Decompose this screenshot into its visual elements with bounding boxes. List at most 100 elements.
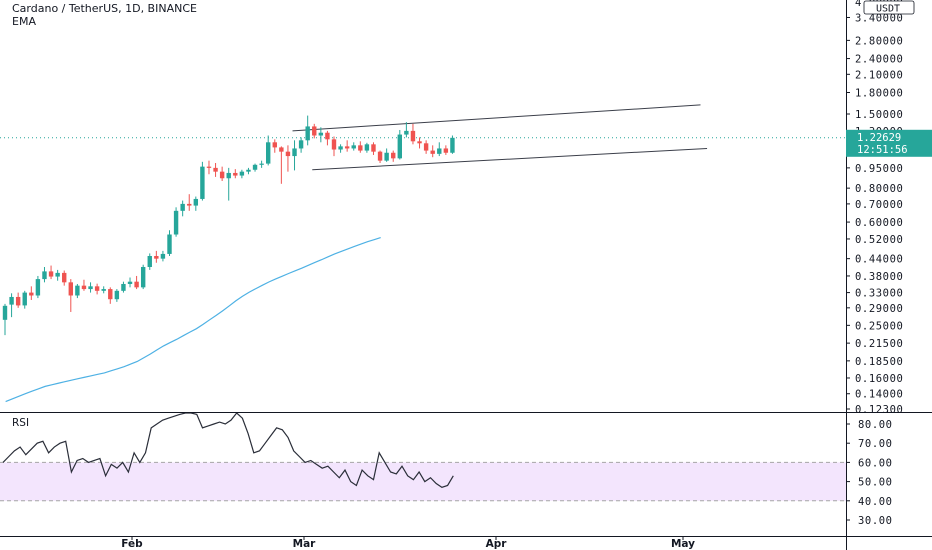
candle	[371, 142, 376, 155]
price-tick-label: 0.70000	[855, 199, 903, 211]
candle	[450, 135, 455, 154]
price-tick-label: 1.80000	[855, 87, 903, 99]
candle-body	[325, 132, 330, 140]
ema-legend: EMA	[12, 15, 36, 28]
candle-body	[88, 286, 93, 290]
price-tick-label: 1.50000	[855, 109, 903, 121]
currency-label: USDT	[876, 4, 900, 15]
rsi-tick-label: 40.00	[858, 496, 893, 508]
candle	[219, 166, 225, 181]
candle	[246, 167, 251, 175]
candle-body	[114, 290, 120, 300]
rsi-band	[0, 461, 846, 502]
candle	[114, 289, 120, 302]
candle	[325, 130, 330, 146]
candle-body	[272, 142, 277, 148]
candle-body	[75, 285, 80, 296]
candle-body	[312, 126, 317, 136]
candle-body	[140, 266, 146, 288]
candle-body	[305, 126, 310, 141]
candle-body	[219, 171, 225, 179]
rsi-band-fill	[0, 462, 846, 501]
candle-body	[2, 305, 8, 320]
candle	[410, 123, 416, 145]
candle-body	[68, 282, 73, 296]
candle	[272, 139, 277, 153]
rsi-tick-label: 60.00	[858, 457, 893, 469]
price-tick-label: 0.60000	[855, 217, 903, 229]
candle	[35, 275, 41, 299]
channel-upper-line	[292, 104, 701, 132]
candle	[430, 145, 435, 158]
candle	[338, 144, 343, 153]
candle	[193, 196, 199, 211]
price-axis[interactable]: 4.000003.400002.800002.400002.100001.800…	[846, 0, 915, 416]
price-tick-label: 2.80000	[855, 35, 903, 47]
candle	[318, 127, 324, 143]
candle-body	[233, 172, 238, 176]
candle	[121, 281, 126, 293]
rsi-tick-label: 80.00	[858, 419, 893, 431]
candle	[167, 230, 172, 257]
candle-body	[430, 150, 435, 154]
candle-body	[410, 130, 416, 142]
candle-body	[121, 283, 126, 291]
candle-body	[226, 172, 231, 179]
candle	[160, 250, 166, 262]
candle	[173, 207, 179, 237]
candle-body	[187, 203, 192, 206]
candle	[108, 287, 113, 304]
candle-body	[134, 281, 139, 288]
candle	[101, 286, 106, 294]
candle	[127, 277, 133, 288]
price-badge-value: 1.22629	[857, 132, 901, 144]
candle	[292, 140, 297, 171]
time-axis[interactable]: Feb Mar Apr May	[121, 536, 695, 550]
candle	[134, 275, 139, 290]
candle	[22, 290, 27, 309]
candle-body	[417, 141, 422, 144]
candle	[48, 265, 54, 280]
candle-body	[391, 152, 396, 159]
price-tick-label: 0.33000	[855, 288, 903, 300]
price-tick-label: 0.38000	[855, 271, 903, 283]
candle	[29, 286, 34, 300]
candle-body	[62, 272, 67, 283]
candle	[9, 293, 14, 318]
currency-box: USDT	[863, 0, 915, 15]
price-tick-label: 0.44000	[855, 254, 903, 266]
candle	[180, 200, 185, 217]
candle-body	[173, 210, 179, 235]
candle	[252, 163, 258, 172]
candle	[331, 136, 337, 157]
candle-body	[344, 146, 350, 149]
candle	[351, 142, 356, 151]
candle-body	[154, 256, 159, 259]
candle-body	[55, 272, 60, 277]
rsi-axis[interactable]: 80.00 70.00 60.00 50.00 40.00 30.00	[846, 419, 893, 527]
currency-frame	[863, 0, 915, 15]
candle-body	[443, 148, 449, 153]
chart-title: Cardano / TetherUS, 1D, BINANCE	[12, 2, 197, 15]
candle-body	[266, 142, 271, 164]
time-tick-label: Feb	[121, 538, 143, 550]
channel-lines	[292, 104, 708, 171]
candle-body	[239, 171, 245, 176]
candle	[259, 160, 264, 168]
candle-body	[371, 144, 376, 152]
candle-body	[364, 144, 370, 151]
candle	[397, 129, 402, 160]
candle	[200, 161, 205, 201]
candle	[88, 282, 93, 293]
price-badge-countdown: 12:51:56	[857, 144, 908, 156]
candle	[364, 142, 370, 153]
candle-body	[48, 271, 54, 277]
price-tick-label: 3.40000	[855, 12, 903, 24]
candle-body	[94, 286, 100, 291]
candle-body	[358, 145, 363, 151]
time-tick-label: Apr	[486, 538, 508, 550]
price-tick-label: 0.14000	[855, 389, 903, 401]
candle	[154, 250, 159, 263]
candle	[2, 303, 8, 336]
